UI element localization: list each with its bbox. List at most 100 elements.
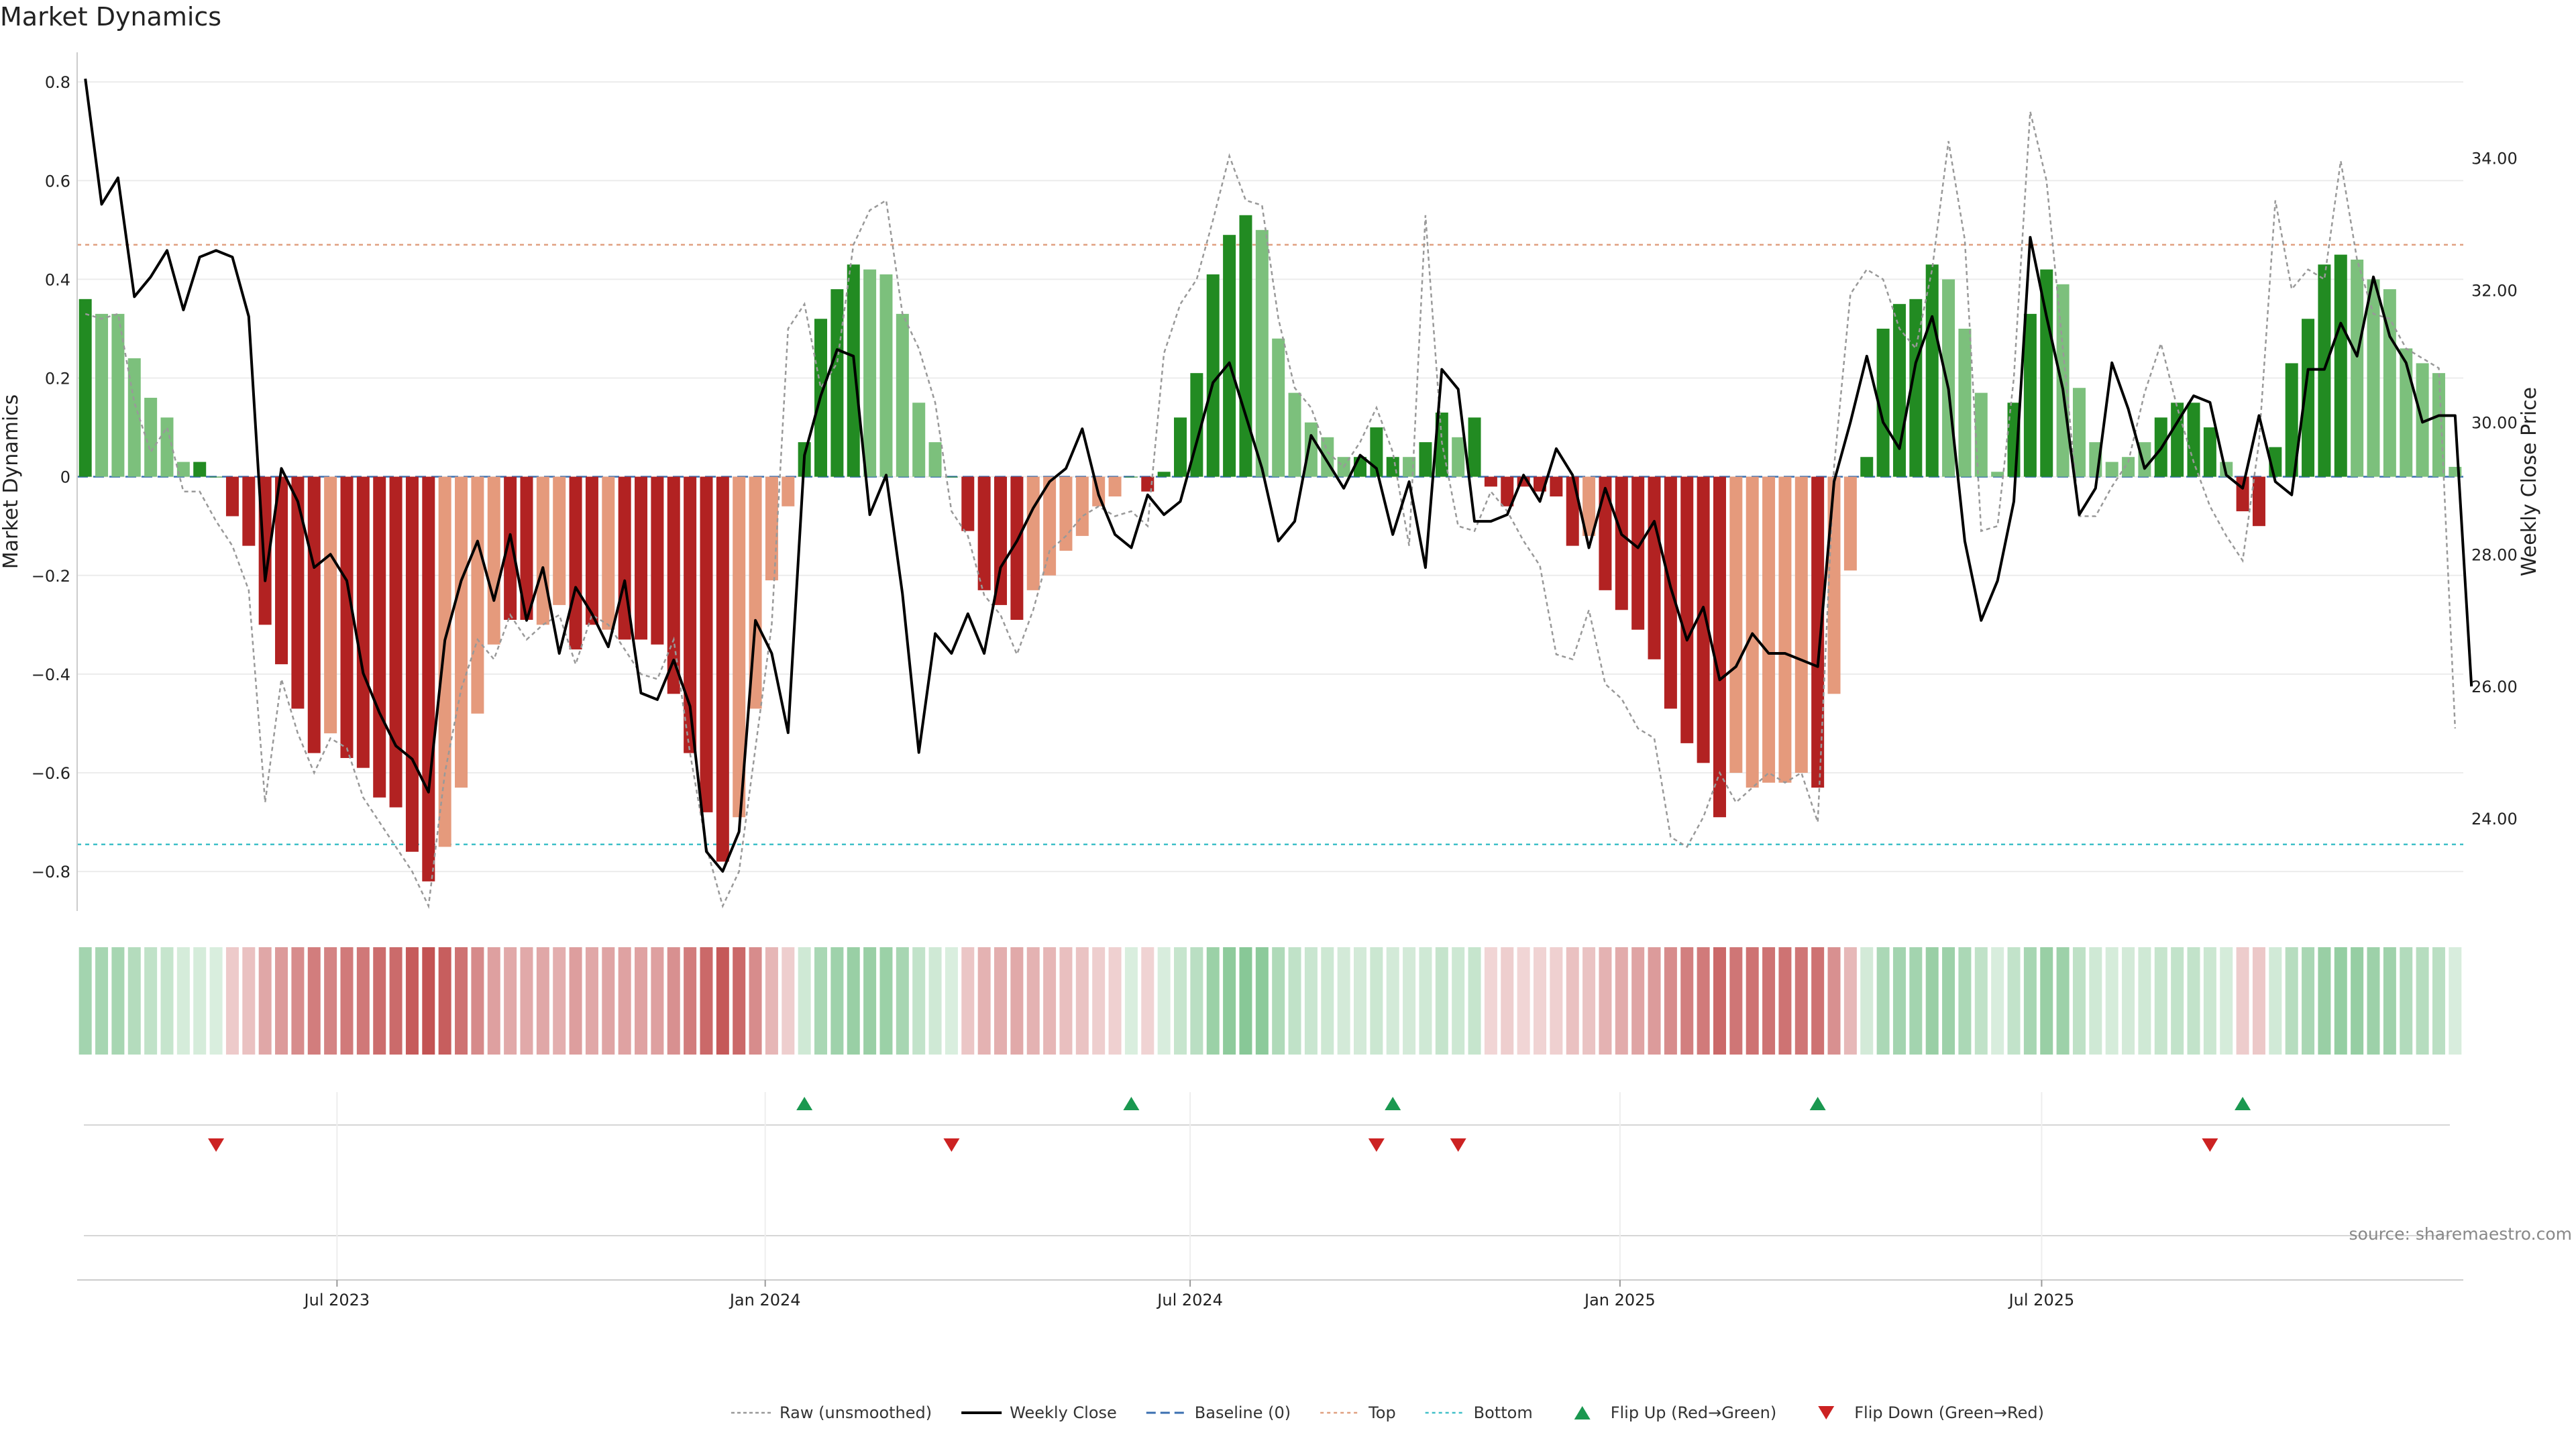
heat-cell: [275, 947, 288, 1055]
legend-item-flip_up: Flip Up (Red→Green): [1574, 1403, 1776, 1422]
momentum-bar: [847, 264, 860, 477]
y-tick-label: −0.4: [32, 665, 70, 684]
flip-up-marker: [1123, 1097, 1140, 1110]
heat-cell: [1190, 947, 1203, 1055]
chart-title: Market Dynamics: [0, 2, 221, 32]
momentum-bar: [455, 476, 468, 788]
momentum-bar: [2122, 457, 2135, 477]
heat-cell: [1615, 947, 1628, 1055]
y2-tick-label: 30.00: [2471, 413, 2518, 432]
heat-cell: [1974, 947, 1988, 1055]
momentum-bar: [95, 313, 109, 477]
momentum-bar: [1304, 422, 1318, 477]
heat-cell: [1517, 947, 1530, 1055]
flip-down-marker: [1450, 1138, 1466, 1152]
heat-cell: [356, 947, 370, 1055]
momentum-bar: [536, 476, 549, 625]
heat-cell: [2138, 947, 2151, 1055]
heat-cell: [1778, 947, 1792, 1055]
heat-cell: [2023, 947, 2037, 1055]
momentum-bar: [2105, 462, 2118, 477]
heat-cell: [2449, 947, 2462, 1055]
heat-cell: [2203, 947, 2216, 1055]
heat-cell: [111, 947, 125, 1055]
heat-cell: [2285, 947, 2298, 1055]
heat-cell: [830, 947, 844, 1055]
x-tick-label: Jan 2024: [729, 1291, 801, 1309]
x-tick-label: Jul 2025: [2008, 1291, 2075, 1309]
y2-tick-label: 28.00: [2471, 545, 2518, 564]
heat-cell: [1909, 947, 1923, 1055]
momentum-bar: [373, 476, 386, 798]
heat-cell: [1925, 947, 1939, 1055]
heat-cell: [2400, 947, 2413, 1055]
momentum-bar: [1697, 476, 1710, 763]
momentum-bar: [2203, 427, 2216, 477]
momentum-bar: [553, 476, 566, 605]
heat-cell: [2154, 947, 2167, 1055]
heat-cell: [1501, 947, 1514, 1055]
momentum-bar: [1108, 476, 1122, 497]
heat-cell: [1991, 947, 2004, 1055]
momentum-bar: [1664, 476, 1677, 709]
momentum-bar: [1026, 476, 1040, 590]
heat-cell: [1435, 947, 1448, 1055]
momentum-bar: [422, 476, 435, 881]
heat-cell: [814, 947, 828, 1055]
heat-cell: [945, 947, 958, 1055]
momentum-bar: [2040, 269, 2053, 477]
legend-item-close: Weekly Close: [961, 1403, 1117, 1422]
heat-cell: [1827, 947, 1841, 1055]
legend-label: Raw (unsmoothed): [780, 1403, 932, 1422]
heat-cell: [1680, 947, 1694, 1055]
heat-cell: [242, 947, 256, 1055]
momentum-bar: [667, 476, 680, 694]
flip-down-marker: [943, 1138, 960, 1152]
momentum-bar: [1615, 476, 1628, 610]
momentum-bar: [487, 476, 500, 645]
heat-cell: [2269, 947, 2282, 1055]
momentum-bar: [438, 476, 451, 847]
flip-up-marker: [796, 1097, 813, 1110]
heat-cell: [2367, 947, 2380, 1055]
x-tick-label: Jul 2024: [1156, 1291, 1223, 1309]
x-tick-label: Jul 2023: [303, 1291, 370, 1309]
heat-cell: [209, 947, 223, 1055]
heat-cell: [2432, 947, 2445, 1055]
momentum-bar: [994, 476, 1008, 605]
momentum-bar: [569, 476, 582, 650]
heat-cell: [684, 947, 697, 1055]
momentum-bar: [1648, 476, 1661, 659]
momentum-bar: [2023, 313, 2037, 477]
heat-cell: [716, 947, 729, 1055]
heat-cell: [1599, 947, 1612, 1055]
heat-cell: [1223, 947, 1236, 1055]
heat-cell: [2334, 947, 2347, 1055]
axes: −0.8 −0.6 −0.4 −0.2 0 0.2 0.4 0.6 0.8 24.00 26.00 2…: [32, 52, 2518, 911]
momentum-bar: [111, 313, 125, 477]
momentum-bar: [830, 289, 844, 477]
momentum-bar: [733, 476, 746, 818]
heat-cell: [1092, 947, 1106, 1055]
heat-cell: [1288, 947, 1301, 1055]
momentum-bar: [1288, 392, 1301, 477]
flip-down-marker: [2202, 1138, 2218, 1152]
heat-cell: [1124, 947, 1138, 1055]
momentum-bar: [2351, 259, 2364, 477]
momentum-bar: [1075, 476, 1089, 536]
momentum-heat-strip: [78, 947, 2462, 1055]
momentum-bar: [1239, 215, 1252, 477]
heat-cell: [1386, 947, 1399, 1055]
momentum-bar: [225, 476, 239, 517]
heat-cell: [438, 947, 451, 1055]
momentum-bar: [405, 476, 419, 852]
reference-lines: [77, 244, 2463, 845]
momentum-bar: [520, 476, 533, 620]
legend: Raw (unsmoothed) Weekly Close Baseline (0)…: [731, 1403, 2044, 1422]
heat-cell: [2007, 947, 2021, 1055]
heat-cell: [1452, 947, 1465, 1055]
momentum-bar: [242, 476, 256, 546]
heat-cell: [1370, 947, 1383, 1055]
heat-cell: [602, 947, 615, 1055]
heat-cell: [1321, 947, 1334, 1055]
